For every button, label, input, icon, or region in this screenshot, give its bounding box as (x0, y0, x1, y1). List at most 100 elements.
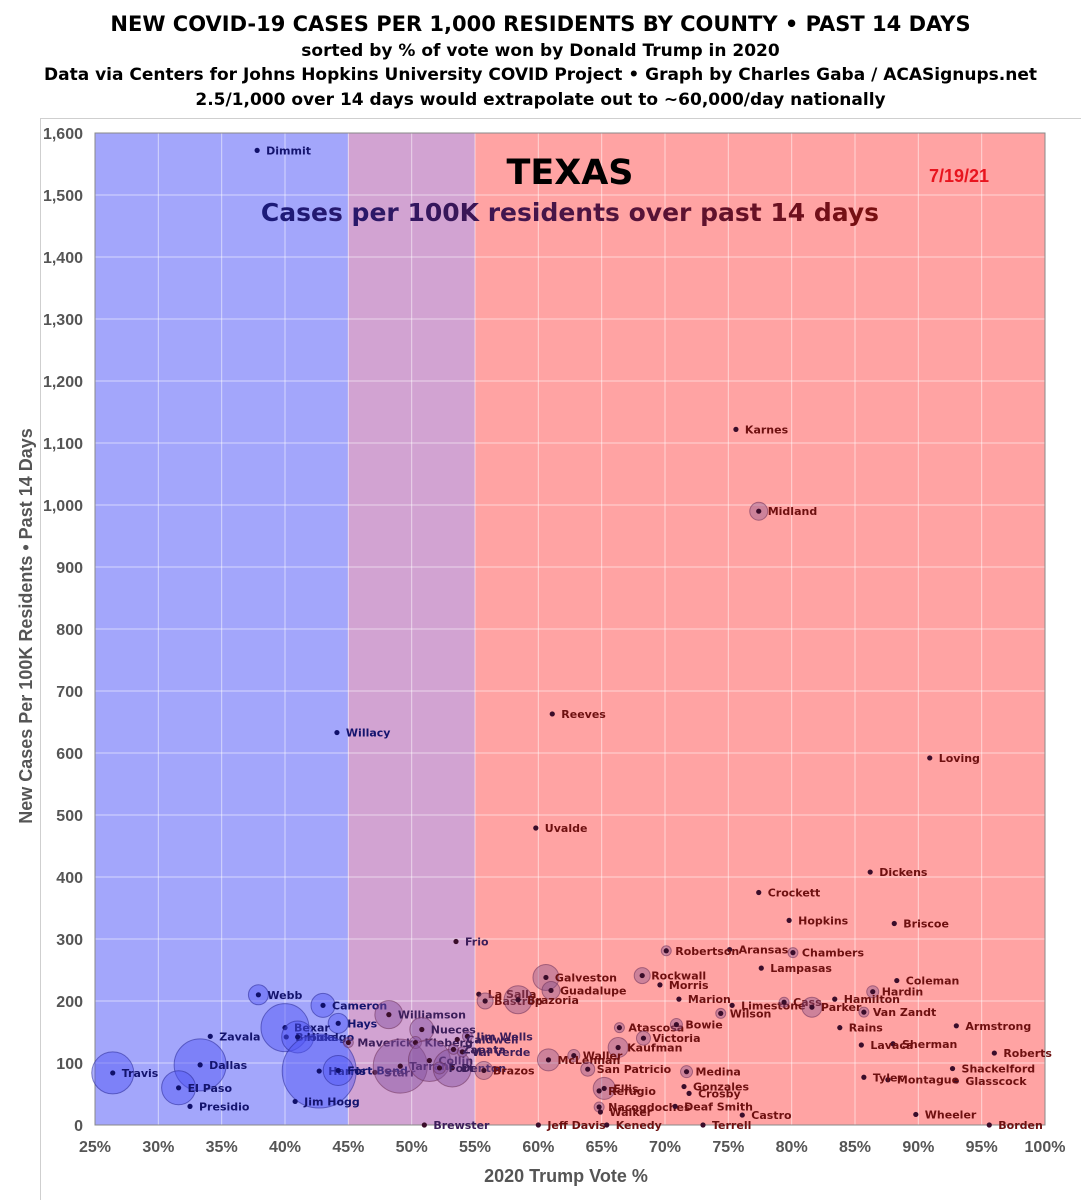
data-point-marion: Marion (676, 993, 731, 1006)
point-label: Loving (939, 752, 980, 765)
y-tick-label: 1,500 (43, 188, 83, 205)
data-point-hopkins: Hopkins (786, 914, 849, 927)
point-label: Roberts (1003, 1047, 1052, 1060)
point-label: Shackelford (962, 1063, 1036, 1076)
data-point-midland: Midland (749, 501, 817, 521)
point-marker (832, 996, 838, 1002)
point-marker (436, 1065, 443, 1071)
point-marker (781, 999, 787, 1005)
data-point-parker: Parker (801, 996, 862, 1018)
data-point-val-verde: Val Verde (456, 1046, 530, 1059)
data-point-lampasas: Lampasas (758, 962, 832, 975)
data-point-chambers: Chambers (787, 947, 864, 960)
point-marker (790, 950, 796, 956)
point-marker (601, 1085, 607, 1092)
data-point-nacogdoches: Nacogdoches (593, 1101, 691, 1114)
point-marker (604, 1122, 610, 1128)
data-point-travis: Travis (91, 1051, 159, 1095)
data-point-kaufman: Kaufman (607, 1037, 682, 1058)
point-label: Starr (384, 1066, 416, 1079)
point-marker (207, 1033, 213, 1039)
point-label: Coleman (906, 975, 960, 988)
point-marker (549, 711, 555, 717)
point-marker (545, 1057, 552, 1063)
point-label: Fort (449, 1062, 474, 1075)
point-marker (991, 1050, 997, 1056)
data-point-willacy: Willacy (334, 727, 390, 740)
point-label: Hardin (882, 986, 924, 999)
data-point-nueces: Nueces (409, 1017, 476, 1043)
chart-subtitle: sorted by % of vote won by Donald Trump … (301, 41, 780, 61)
point-marker (686, 1090, 692, 1096)
point-marker (110, 1070, 116, 1076)
data-point-waller: Waller (567, 1049, 623, 1063)
point-marker (295, 1034, 301, 1040)
data-point-tarrant: Tarrant (372, 1038, 454, 1094)
point-marker (386, 1012, 392, 1018)
x-tick-label: 90% (902, 1139, 934, 1156)
point-marker (885, 1077, 891, 1083)
point-label: Rockwall (651, 970, 706, 983)
data-point-medina: Medina (680, 1065, 741, 1079)
point-marker (949, 1065, 956, 1072)
data-point-hamilton: Hamilton (832, 993, 900, 1006)
data-point-dallas: Dallas (173, 1038, 248, 1092)
point-label: Kaufman (627, 1042, 682, 1055)
data-point-terrell: Terrell (700, 1119, 751, 1132)
point-label: Reeves (561, 708, 606, 721)
data-point-mclennan: McLennan (536, 1048, 620, 1072)
data-point-wilson: Wilson (715, 1007, 771, 1020)
point-label: Presidio (199, 1100, 250, 1113)
y-tick-label: 900 (56, 560, 83, 577)
point-label: McLennan (557, 1054, 620, 1067)
points-layer: DimmitWillacyWebbCameronHaysBexarBrooksH… (91, 144, 1052, 1132)
point-marker (718, 1010, 724, 1017)
data-point-sherman: Sherman (890, 1038, 957, 1051)
point-label: Ellis (613, 1082, 639, 1095)
point-label: Walker (609, 1106, 652, 1119)
point-label: Borden (998, 1119, 1043, 1132)
point-marker (615, 1044, 621, 1051)
point-marker (681, 1083, 687, 1090)
data-point-gonzales: Gonzales (681, 1081, 749, 1094)
point-label: Williamson (398, 1009, 466, 1022)
data-point-jim-hogg: Jim Hogg (292, 1095, 360, 1108)
point-label: Gonzales (693, 1081, 749, 1094)
y-tick-label: 100 (56, 1056, 83, 1073)
data-point-wheeler: Wheeler (913, 1108, 977, 1121)
data-point-brazos: Brazos (474, 1060, 535, 1080)
data-point-harris: Harris (281, 1033, 366, 1109)
point-marker (419, 1026, 425, 1033)
point-label: Sherman (902, 1038, 957, 1051)
point-marker (453, 938, 459, 945)
point-label: Val Verde (471, 1046, 530, 1059)
point-marker (187, 1103, 193, 1109)
point-label: Frio (465, 935, 489, 948)
y-tick-label: 700 (56, 684, 83, 701)
point-marker (482, 998, 488, 1004)
data-point-cameron: Cameron (310, 992, 387, 1018)
x-tick-label: 60% (522, 1139, 554, 1156)
point-label: Webb (267, 989, 302, 1002)
point-marker (450, 1046, 457, 1052)
point-label: Jeff Davis (546, 1119, 606, 1132)
point-marker (616, 1025, 623, 1031)
data-point-castro: Castro (739, 1109, 792, 1122)
point-marker (316, 1068, 322, 1074)
point-marker (861, 1074, 867, 1080)
data-point-jim-wells: Jim Wells (461, 1030, 533, 1043)
point-label: Refugio (608, 1085, 656, 1098)
point-label: Nacogdoches (608, 1101, 691, 1114)
point-marker (953, 1078, 959, 1084)
point-marker (913, 1111, 919, 1118)
point-label: Guadalupe (560, 984, 627, 997)
point-marker (870, 989, 876, 995)
data-point-bowie: Bowie (669, 1018, 723, 1032)
data-point-glasscock: Glasscock (953, 1075, 1027, 1088)
point-label: Fort Bend (347, 1064, 408, 1077)
point-label: Galveston (555, 971, 617, 984)
y-tick-label: 1,600 (43, 126, 83, 143)
x-tick-label: 40% (269, 1139, 301, 1156)
data-point-coleman: Coleman (894, 975, 959, 988)
point-marker (481, 1067, 487, 1074)
